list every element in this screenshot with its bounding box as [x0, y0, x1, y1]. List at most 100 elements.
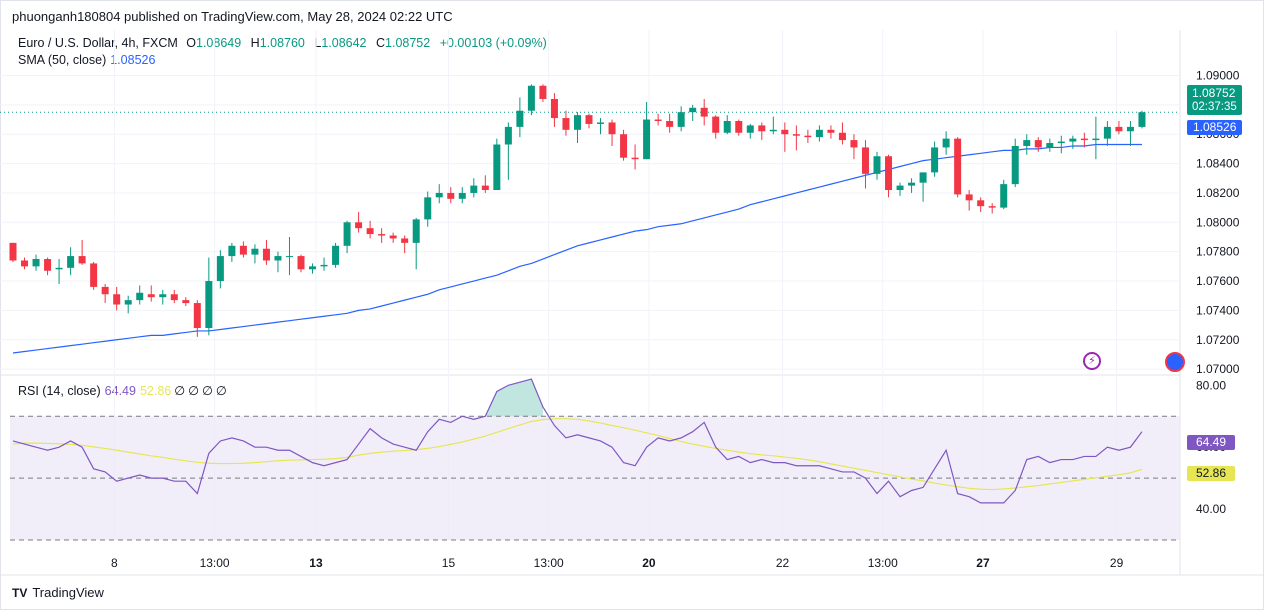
candle-down [838, 132, 846, 141]
candle-up [746, 125, 754, 133]
rsi-line [12, 378, 1143, 504]
candle-down [147, 294, 155, 298]
last-price-value: 1.08752 [1192, 86, 1236, 100]
time-tick-label: 22 [776, 556, 790, 570]
na-symbol: ∅ [202, 384, 213, 398]
price-tick-label: 1.07000 [1196, 362, 1240, 376]
candle-down [447, 192, 455, 199]
candle-down [965, 194, 973, 201]
candle-up [493, 144, 501, 191]
published-line: phuonganh180804 published on TradingView… [12, 9, 453, 24]
candle-down [988, 206, 996, 208]
candle-up [274, 256, 282, 261]
candle-down [297, 256, 305, 270]
candle-up [1103, 126, 1111, 139]
high-label: H [250, 36, 260, 50]
candle-up [228, 245, 236, 257]
candle-up [32, 259, 40, 267]
time-tick-label: 27 [976, 556, 990, 570]
candle-up [67, 256, 75, 268]
candle-up [504, 126, 512, 145]
candle-down [631, 157, 639, 160]
last-price-tag: 1.08752 02:37:35 [1187, 85, 1242, 115]
candle-down [113, 294, 121, 305]
brand-name: TradingView [32, 585, 104, 600]
candle-up [1138, 112, 1146, 127]
candle-down [550, 98, 558, 119]
price-tick-label: 1.09000 [1196, 68, 1240, 82]
sma-value: 1.08526 [110, 53, 156, 67]
time-tick-label: 13 [309, 556, 323, 570]
candle-up [124, 300, 132, 305]
candle-up [931, 147, 939, 173]
candle-down [44, 259, 52, 271]
high-value: 1.08760 [259, 36, 305, 50]
tradingview-brand[interactable]: TV TradingView [12, 585, 104, 600]
price-tick-label: 1.07600 [1196, 274, 1240, 288]
time-tick-label: 13:00 [534, 556, 564, 570]
low-label: L [314, 36, 322, 50]
candle-up [597, 122, 605, 124]
time-tick-label: 13:00 [200, 556, 230, 570]
price-tick-label: 1.07800 [1196, 245, 1240, 259]
candle-up [136, 292, 144, 301]
candle-down [355, 222, 363, 229]
flag-icon[interactable] [1165, 352, 1185, 372]
close-label: C [376, 36, 386, 50]
candle-down [1115, 126, 1123, 132]
candle-up [435, 192, 443, 198]
sma-legend[interactable]: SMA (50, close) 1.08526 [18, 53, 155, 67]
candle-up [873, 156, 881, 174]
candle-up [1126, 126, 1134, 132]
candle-down [827, 129, 835, 133]
candle-down [781, 129, 789, 135]
candle-down [193, 303, 201, 329]
candle-up [723, 121, 731, 133]
candle-down [735, 121, 743, 133]
candle-down [378, 234, 386, 236]
candle-up [1000, 184, 1008, 208]
candle-up [470, 185, 478, 193]
candle-up [1057, 141, 1065, 144]
candle-up [677, 112, 685, 127]
candle-up [643, 119, 651, 160]
rsi-pane [10, 378, 1180, 541]
rsi-ma-tag: 52.86 [1187, 466, 1236, 481]
rsi-ma-value: 52.86 [139, 384, 172, 398]
candle-up [1092, 138, 1100, 141]
rsi-tick-label: 40.00 [1196, 502, 1226, 516]
candle-up [1069, 138, 1077, 142]
candle-down [804, 135, 812, 138]
na-symbol: ∅ [174, 384, 186, 398]
rsi-tick-label: 80.00 [1196, 378, 1226, 392]
rsi-legend[interactable]: RSI (14, close) 64.49 52.86 ∅ ∅ ∅ ∅ [18, 383, 227, 398]
price-tick-label: 1.08400 [1196, 157, 1240, 171]
candle-down [1080, 138, 1088, 141]
candle-down [885, 156, 893, 191]
candle-down [182, 300, 190, 304]
rsi-overbought-fill [462, 379, 543, 417]
lightning-icon[interactable]: ⚡ [1083, 352, 1101, 370]
candle-down [954, 138, 962, 195]
candle-down [262, 248, 270, 261]
candle-down [700, 107, 708, 117]
candle-down [850, 140, 858, 148]
price-tick-label: 1.07400 [1196, 303, 1240, 317]
candle-up [458, 192, 466, 199]
candle-up [769, 129, 777, 132]
candle-down [21, 260, 29, 267]
symbol-name[interactable]: Euro / U.S. Dollar, 4h, FXCM [18, 36, 178, 50]
candle-down [758, 125, 766, 132]
candle-down [9, 242, 17, 261]
candle-down [366, 228, 374, 235]
candle-up [251, 248, 259, 255]
candle-down [712, 116, 720, 133]
candle-up [320, 264, 328, 267]
candle-down [90, 263, 98, 287]
candle-down [481, 185, 489, 191]
candle-up [55, 267, 63, 270]
candle-up [942, 138, 950, 148]
price-tick-label: 1.08000 [1196, 215, 1240, 229]
sma-price-tag: 1.08526 [1187, 120, 1243, 135]
